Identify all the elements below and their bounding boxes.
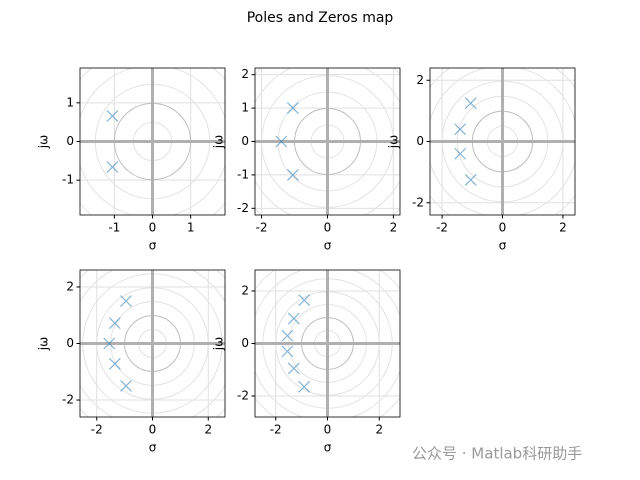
y-tick-label: -1 [237,167,249,181]
pole-marker [120,295,132,308]
pole-marker [286,102,299,115]
x-tick-label: 2 [559,221,567,235]
pole-marker [298,380,311,393]
y-axis-label: jω [37,337,51,351]
y-tick-label: 0 [66,336,74,350]
y-tick-label: 0 [66,134,74,148]
pole-marker [281,345,294,358]
plot-area [430,68,575,215]
pole-marker [287,362,300,375]
x-axis-label: σ [149,239,157,253]
y-tick-label: -2 [412,195,424,209]
y-tick-label: 1 [241,101,249,115]
pole-marker [286,168,299,181]
x-tick-label: -2 [436,221,448,235]
x-tick-label: -2 [91,423,103,437]
plot-area [80,68,225,215]
x-axis-label: σ [149,441,157,455]
y-axis-label: jω [37,135,51,149]
pole-marker [464,97,477,110]
pole-marker [108,357,121,370]
pole-marker [454,147,467,160]
pole-marker [281,329,294,342]
y-tick-label: 0 [241,336,249,350]
x-tick-label: 2 [375,423,383,437]
y-tick-label: -2 [237,201,249,215]
y-tick-label: 0 [241,134,249,148]
y-tick-label: 1 [66,95,74,109]
x-tick-label: 0 [324,423,332,437]
y-tick-label: 2 [241,67,249,81]
y-tick-label: 0 [416,134,424,148]
pole-marker [454,123,467,136]
x-tick-label: 2 [390,221,398,235]
y-axis-label: jω [387,135,401,149]
pole-marker [106,161,119,173]
x-tick-label: 0 [499,221,507,235]
pole-marker [298,294,311,307]
x-tick-label: 2 [204,423,212,437]
x-tick-label: -1 [108,221,120,235]
x-tick-label: 0 [149,221,157,235]
plot-area [255,270,400,417]
x-axis-label: σ [324,441,332,455]
pole-marker [120,379,132,392]
x-tick-label: 1 [187,221,195,235]
y-tick-label: -1 [62,173,74,187]
y-tick-label: -2 [62,393,74,407]
plot-area [255,68,400,215]
y-axis-label: jω [212,135,226,149]
y-tick-label: 2 [66,279,74,293]
y-tick-label: 2 [416,73,424,87]
pole-marker [464,173,477,186]
pole-marker [108,317,121,330]
y-tick-label: 2 [241,284,249,298]
y-tick-label: -2 [237,389,249,403]
pole-marker [103,337,116,350]
plot-area [80,270,225,417]
y-axis-label: jω [212,337,226,351]
x-tick-label: 0 [324,221,332,235]
x-tick-label: 0 [149,423,157,437]
pole-marker [275,135,288,148]
x-axis-label: σ [499,239,507,253]
pole-marker [106,110,119,122]
x-axis-label: σ [324,239,332,253]
pole-marker [287,312,300,325]
watermark: 公众号 · Matlab科研助手 [412,445,582,463]
x-tick-label: -2 [256,221,268,235]
x-tick-label: -2 [270,423,282,437]
figure-title: Poles and Zeros map [247,10,394,26]
